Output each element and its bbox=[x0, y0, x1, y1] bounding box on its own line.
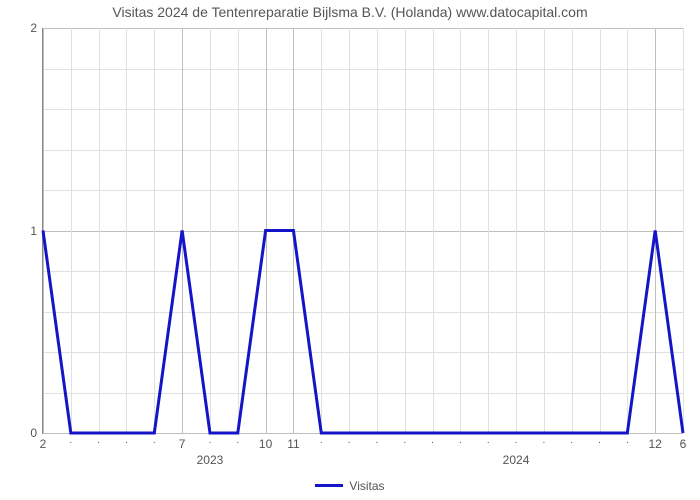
series-svg bbox=[43, 28, 683, 433]
y-tick-label: 2 bbox=[30, 21, 37, 35]
chart-container: Visitas 2024 de Tentenreparatie Bijlsma … bbox=[0, 0, 700, 500]
x-minor-tick: . bbox=[515, 435, 518, 446]
x-minor-tick: . bbox=[542, 435, 545, 446]
x-minor-tick: . bbox=[125, 435, 128, 446]
x-minor-tick: . bbox=[69, 435, 72, 446]
x-minor-tick: . bbox=[236, 435, 239, 446]
x-minor-tick: . bbox=[570, 435, 573, 446]
x-minor-tick: . bbox=[431, 435, 434, 446]
x-minor-tick: . bbox=[153, 435, 156, 446]
x-tick-label: 2 bbox=[40, 437, 47, 451]
grid-v-minor bbox=[683, 28, 684, 433]
legend-swatch bbox=[315, 484, 343, 487]
x-minor-tick: . bbox=[626, 435, 629, 446]
x-group-label: 2024 bbox=[503, 453, 530, 467]
y-tick-label: 1 bbox=[30, 224, 37, 238]
x-tick-label: 10 bbox=[259, 437, 272, 451]
x-tick-label: 12 bbox=[648, 437, 661, 451]
x-minor-tick: . bbox=[348, 435, 351, 446]
legend-label: Visitas bbox=[349, 479, 384, 493]
y-tick-label: 0 bbox=[30, 426, 37, 440]
legend: Visitas bbox=[0, 478, 700, 493]
x-group-label: 2023 bbox=[197, 453, 224, 467]
x-tick-label: 11 bbox=[287, 437, 299, 451]
series-line bbox=[43, 231, 683, 434]
x-minor-tick: . bbox=[97, 435, 100, 446]
x-minor-tick: . bbox=[487, 435, 490, 446]
x-minor-tick: . bbox=[598, 435, 601, 446]
x-minor-tick: . bbox=[320, 435, 323, 446]
x-minor-tick: . bbox=[209, 435, 212, 446]
chart-title: Visitas 2024 de Tentenreparatie Bijlsma … bbox=[0, 4, 700, 20]
x-minor-tick: . bbox=[459, 435, 462, 446]
x-minor-tick: . bbox=[682, 435, 685, 446]
x-tick-label: 7 bbox=[179, 437, 186, 451]
x-minor-tick: . bbox=[403, 435, 406, 446]
plot-area: 012271011126...................20232024 bbox=[42, 28, 683, 434]
x-minor-tick: . bbox=[376, 435, 379, 446]
